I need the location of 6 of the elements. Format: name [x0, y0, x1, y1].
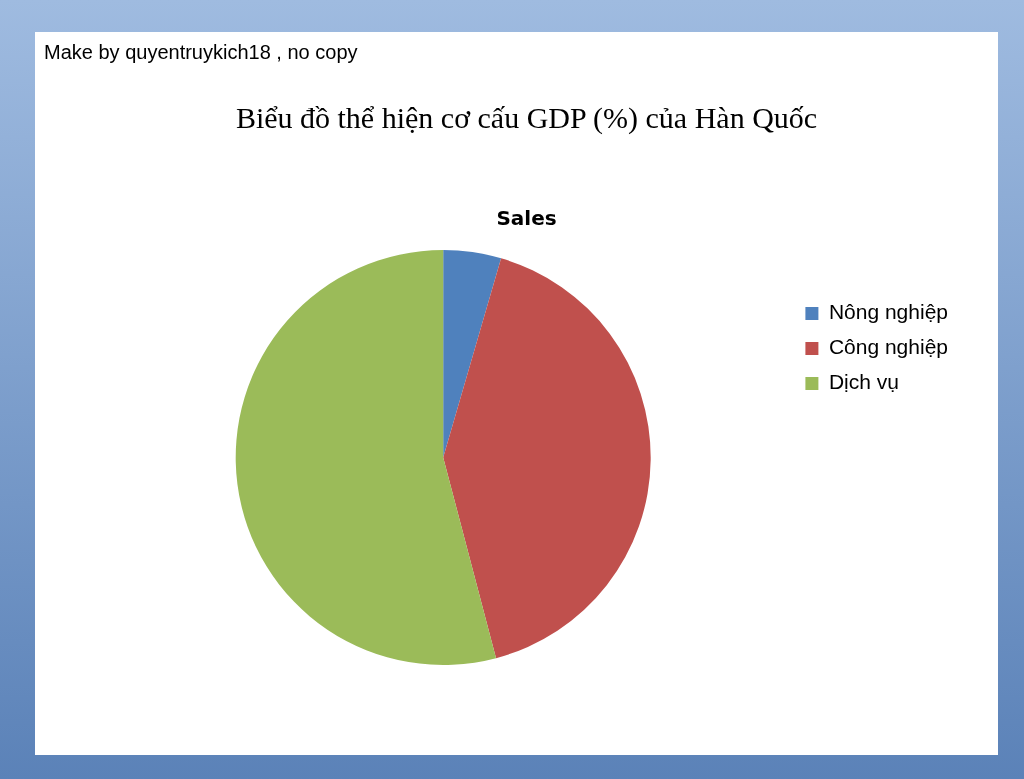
legend-label: Công nghiệp [828, 335, 949, 359]
legend-label: Nông nghiệp [828, 300, 949, 324]
text: Make by quyentruykich18 , no copy [44, 40, 359, 65]
chart-title: Biểu đồ thể hiện cơ cấu GDP (%) của Hàn Quốc [235, 100, 818, 135]
legend-label: Dịch vụ [828, 370, 899, 394]
chart-subtitle: Sales [496, 206, 557, 231]
